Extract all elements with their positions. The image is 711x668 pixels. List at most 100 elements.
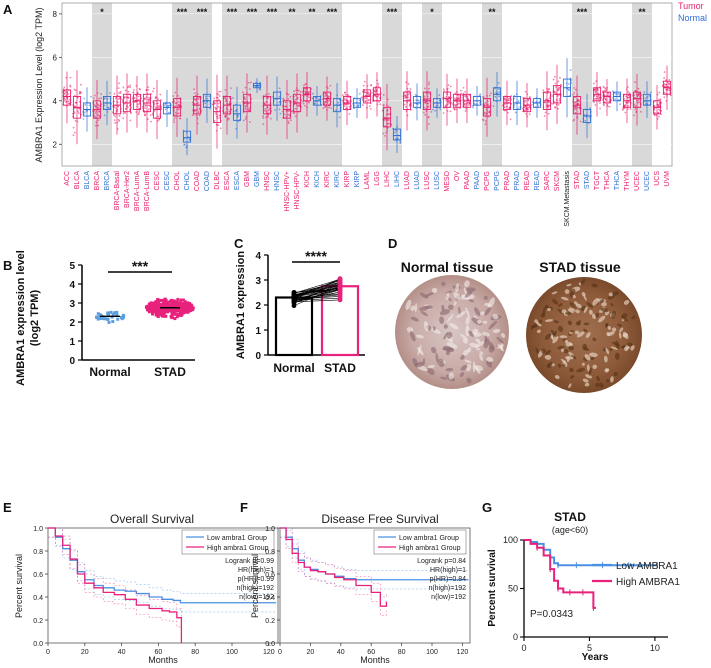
jitter-point [456, 103, 459, 105]
tissue-fleck [569, 330, 575, 333]
jitter-point [255, 81, 258, 84]
jitter-point [627, 105, 630, 107]
jitter-point [174, 111, 177, 114]
jitter-point [242, 119, 245, 122]
jitter-point [95, 105, 98, 107]
tissue-fleck [442, 345, 455, 353]
jitter-point [278, 108, 281, 111]
data-point [170, 310, 174, 314]
jitter-point [547, 112, 550, 115]
jitter-point [259, 88, 261, 90]
jitter-point [547, 101, 550, 103]
tissue-fleck [410, 305, 416, 311]
jitter-point [423, 106, 426, 109]
jitter-point [625, 95, 628, 98]
jitter-point [552, 78, 555, 81]
jitter-point [348, 105, 351, 108]
jitter-point [148, 104, 151, 107]
jitter-point [428, 83, 430, 86]
jitter-point [388, 122, 391, 125]
category-label: HNSC-HPV- [294, 170, 301, 209]
jitter-point [217, 105, 220, 108]
jitter-point [248, 107, 251, 110]
y-tick-label: 0.6 [265, 572, 275, 579]
jitter-point [122, 117, 125, 120]
data-point [162, 313, 166, 317]
tissue-fleck [576, 303, 582, 309]
jitter-point [173, 117, 176, 119]
significance-star: ** [288, 7, 296, 17]
data-point [175, 315, 179, 319]
tissue-fleck [582, 343, 588, 350]
tissue-fleck [463, 287, 468, 295]
jitter-point [669, 94, 672, 97]
jitter-point [544, 101, 547, 104]
jitter-point [244, 105, 247, 108]
tissue-fleck [557, 363, 562, 368]
jitter-point [557, 103, 560, 106]
data-point [164, 314, 168, 318]
y-tick-label: 1.0 [33, 526, 43, 533]
tissue-fleck [590, 357, 595, 361]
jitter-point [448, 100, 451, 103]
tissue-fleck [552, 330, 558, 338]
category-label: LGG [374, 171, 381, 186]
km-stat: HR(high)=1 [430, 567, 466, 574]
jitter-point [157, 115, 159, 118]
tissue-fleck [492, 313, 499, 320]
jitter-point [242, 91, 244, 94]
x-tick-label: 20 [307, 649, 315, 656]
jitter-point [464, 95, 467, 98]
jitter-point [508, 97, 511, 100]
tissue-fleck [531, 324, 538, 328]
jitter-point [213, 120, 216, 122]
jitter-point [219, 127, 222, 130]
tissue-fleck [420, 311, 428, 317]
jitter-point [484, 101, 487, 104]
category-label: KIRC [334, 171, 341, 188]
jitter-point [144, 97, 147, 100]
jitter-point [464, 90, 467, 93]
jitter-point [287, 93, 290, 96]
legend-label: Low ambra1 Group [207, 535, 267, 542]
jitter-point [224, 100, 227, 103]
tissue-fleck [584, 382, 590, 387]
tissue-fleck [621, 315, 629, 322]
data-point [155, 303, 159, 307]
tissue-fleck [459, 372, 465, 378]
jitter-point [494, 95, 497, 98]
tissue-fleck [618, 331, 622, 339]
tissue-fleck [414, 361, 425, 368]
jitter-point [544, 111, 547, 114]
tissue-fleck [426, 367, 435, 375]
tissue-fleck [569, 302, 577, 308]
y-tick-label: 3 [69, 299, 75, 310]
category-label: PRAD [504, 171, 511, 190]
category-label: CHOL [174, 171, 181, 191]
jitter-point [147, 100, 150, 103]
tissue-fleck [564, 339, 569, 344]
box [602, 91, 612, 104]
data-point [156, 298, 160, 302]
jitter-point [138, 111, 140, 114]
y-tick-label: 0.4 [265, 595, 275, 602]
y-tick-label: 0.2 [265, 618, 275, 625]
data-point [160, 302, 164, 306]
category-label: KIRP [354, 171, 361, 188]
paired-line [293, 281, 341, 294]
jitter-point [312, 92, 314, 95]
category-label: UVM [664, 171, 671, 187]
jitter-point [423, 95, 426, 98]
jitter-point [484, 120, 487, 122]
jitter-point [358, 93, 361, 95]
data-point [152, 308, 156, 312]
tissue-fleck [608, 292, 614, 297]
tissue-fleck [474, 307, 481, 317]
jitter-point [457, 98, 460, 101]
paired-point-stad [337, 281, 343, 287]
jitter-point [424, 98, 427, 101]
shade-band [92, 3, 112, 166]
jitter-point [164, 108, 167, 111]
data-point [168, 303, 172, 307]
tissue-fleck [465, 287, 476, 293]
